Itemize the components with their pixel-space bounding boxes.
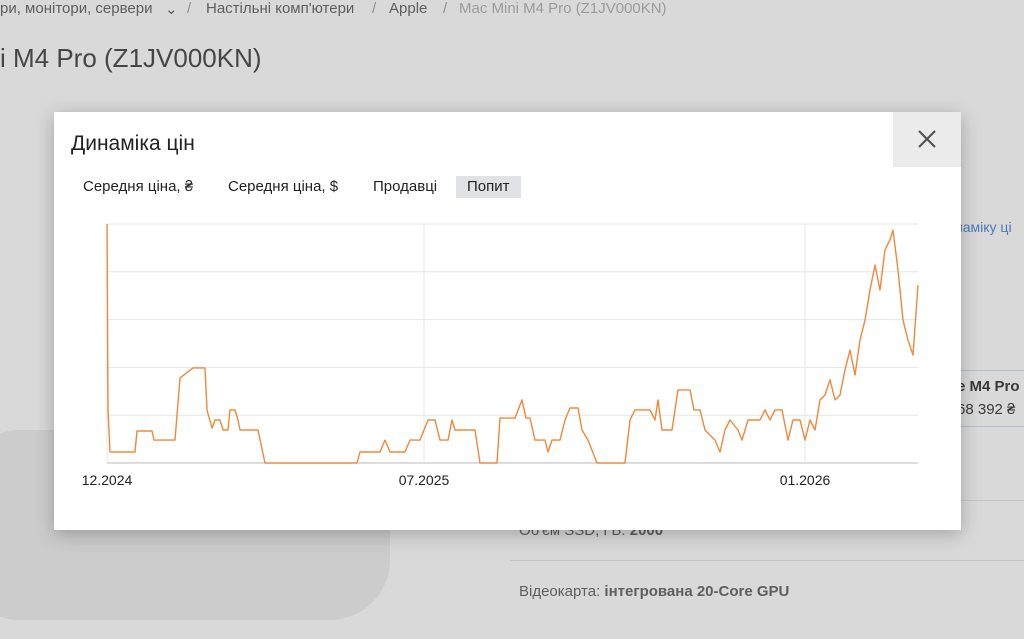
x-tick-label: 01.2026 <box>780 472 831 488</box>
breadcrumb: Mac Mini M4 Pro (Z1JV000KN) <box>459 0 667 17</box>
close-button[interactable] <box>893 112 961 167</box>
tab[interactable]: Попит <box>456 176 521 198</box>
separator: / <box>187 0 192 17</box>
chevron: ⌄ <box>165 1 178 18</box>
breadcrumb[interactable]: Настільні комп'ютери <box>206 0 355 17</box>
spec: Відеокарта: інтегрована 20-Core GPU <box>519 583 789 600</box>
separator: / <box>372 0 377 17</box>
breadcrumb[interactable]: ри, монітори, сервери <box>0 0 153 17</box>
separator: / <box>443 0 448 17</box>
offer-name: e M4 Pro <box>957 378 1020 395</box>
spec-label: Відеокарта: <box>519 583 601 600</box>
x-tick-label: 12.2024 <box>82 472 133 488</box>
modal-title: Динаміка цін <box>71 132 195 155</box>
price-line <box>106 223 919 464</box>
tab[interactable]: Продавці <box>373 178 438 195</box>
modal: Динаміка цін Середня ціна, ₴ Середня ціна… <box>54 112 961 530</box>
breadcrumb[interactable]: Apple <box>389 0 428 17</box>
spec-value: інтегрована 20-Core GPU <box>604 583 790 600</box>
tab[interactable]: Середня ціна, ₴ <box>83 178 194 195</box>
offer-price: 68 392 ₴ <box>957 401 1016 418</box>
close-icon <box>918 130 936 148</box>
x-tick-label: 07.2025 <box>399 472 450 488</box>
close-x <box>918 130 936 148</box>
page-title: i M4 Pro (Z1JV000KN) <box>0 43 262 73</box>
chart: 12.2024 07.2025 01.2026 <box>82 223 919 488</box>
tab[interactable]: Середня ціна, $ <box>228 178 339 195</box>
divider <box>510 560 1024 561</box>
link[interactable]: намiку ці <box>955 219 1012 235</box>
